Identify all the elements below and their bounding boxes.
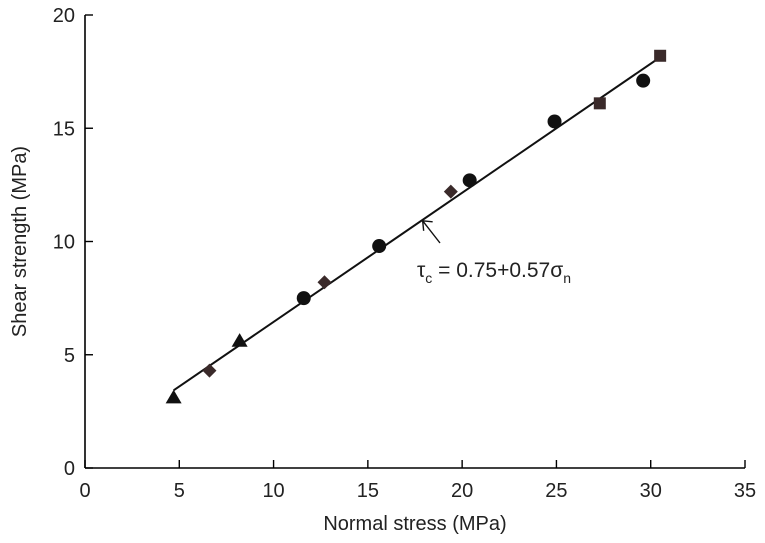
diamond-point-1 (202, 363, 217, 378)
x-axis-label: Normal stress (MPa) (323, 513, 506, 535)
data-points (165, 49, 667, 404)
sigma-symbol: σ (550, 259, 563, 282)
triangle-point-2 (231, 333, 248, 347)
x-tick-label-30: 30 (640, 480, 662, 502)
x-tick-label-5: 5 (174, 480, 185, 502)
y-tick-label-0: 0 (64, 458, 75, 480)
annotation-arrow (421, 220, 441, 244)
circle-point-5 (636, 73, 651, 88)
y-axis-label: Shear strength (MPa) (9, 146, 31, 337)
sigma-subscript: n (563, 270, 571, 286)
tau-symbol: τ (417, 259, 426, 282)
diamond-point-3 (443, 184, 458, 199)
fit-line (173, 56, 661, 392)
y-tick-label-5: 5 (64, 345, 75, 367)
diamond-point-2 (317, 275, 332, 290)
square-point-1 (593, 97, 606, 110)
circle-point-1 (296, 291, 311, 306)
y-tick-label-20: 20 (53, 5, 75, 27)
x-ticks: 0 5 10 15 20 25 30 35 (79, 460, 756, 502)
x-tick-label-10: 10 (262, 480, 284, 502)
triangle-point-1 (165, 389, 182, 404)
x-tick-label-25: 25 (545, 480, 567, 502)
circle-point-4 (547, 114, 562, 129)
equation-annotation: τc = 0.75+0.57σn (417, 220, 571, 286)
tau-subscript: c (425, 270, 432, 286)
square-point-2 (654, 49, 667, 62)
equation-label: τc = 0.75+0.57σn (417, 259, 571, 286)
x-tick-label-0: 0 (79, 480, 90, 502)
y-tick-label-10: 10 (53, 232, 75, 254)
equation-middle: = 0.75+0.57 (432, 259, 550, 282)
x-tick-label-20: 20 (451, 480, 473, 502)
y-tick-label-15: 15 (53, 118, 75, 140)
x-tick-label-35: 35 (734, 480, 756, 502)
circle-point-2 (372, 239, 387, 254)
y-ticks: 0 5 10 15 20 (53, 5, 93, 480)
x-tick-label-15: 15 (357, 480, 379, 502)
circle-point-3 (462, 173, 477, 188)
